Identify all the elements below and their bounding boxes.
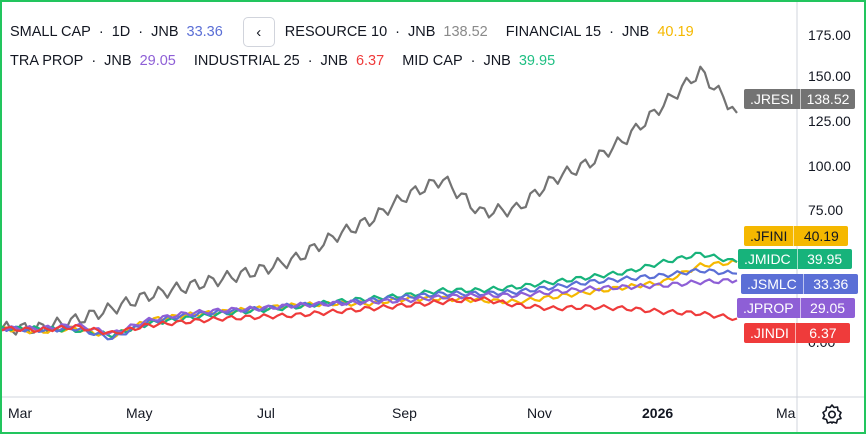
legend-mid-cap-value: 39.95 <box>518 53 556 69</box>
legend-financial-value: 40.19 <box>657 24 694 40</box>
legend-tra-prop-value: 29.05 <box>139 53 176 69</box>
legend-mid-cap-exchange: JNB <box>483 53 511 69</box>
collapse-legend-button[interactable]: ‹ <box>242 17 275 47</box>
legend-financial-sep: · <box>609 24 614 40</box>
price-tag-value: 39.95 <box>796 249 852 269</box>
x-tick-label: Jul <box>257 405 275 421</box>
legend-financial-name[interactable]: FINANCIAL 15 <box>505 24 602 40</box>
price-tag-jprop[interactable]: .JPROP 29.05 <box>737 298 855 318</box>
price-tag-jmidc[interactable]: .JMIDC 39.95 <box>738 249 852 269</box>
legend-small-cap-name[interactable]: SMALL CAP <box>10 24 91 40</box>
legend-tra-prop-exchange: JNB <box>104 53 132 69</box>
price-tag-symbol: .JSMLC <box>741 274 803 294</box>
price-tag-jfini[interactable]: .JFINI 40.19 <box>744 226 849 246</box>
price-tag-jindi[interactable]: .JINDI 6.37 <box>744 323 850 343</box>
price-tag-symbol: .JPROP <box>737 298 800 318</box>
series-line-jindi <box>1 296 738 336</box>
legend-row-2: TRA PROP · JNB 29.05 INDUSTRIAL 25 · JNB… <box>10 53 555 69</box>
x-tick-label: Nov <box>527 405 552 421</box>
legend-small-cap-interval: 1D <box>111 24 131 40</box>
price-tag-jresi[interactable]: .JRESI 138.52 <box>744 89 856 109</box>
price-tag-symbol: .JFINI <box>744 226 794 246</box>
legend-resource-name[interactable]: RESOURCE 10 <box>284 24 388 40</box>
price-tag-symbol: .JMIDC <box>738 249 797 269</box>
y-tick-label: 100.00 <box>808 158 851 174</box>
y-tick-label: 75.00 <box>808 202 844 218</box>
series-line-jmidc <box>1 251 738 339</box>
legend-small-cap-exchange: JNB <box>151 24 179 40</box>
chevron-left-icon: ‹ <box>256 23 262 41</box>
legend-mid-cap-sep: · <box>470 53 476 69</box>
x-tick-label: 2026 <box>642 405 674 421</box>
settings-gear-icon[interactable] <box>820 402 844 426</box>
legend-mid-cap-name[interactable]: MID CAP <box>402 53 463 69</box>
legend-row-1: SMALL CAP · 1D · JNB 33.36 ‹ RESOURCE 10… <box>10 17 694 47</box>
price-tag-jsmlc[interactable]: .JSMLC 33.36 <box>741 274 858 294</box>
legend-financial-exchange: JNB <box>621 24 650 40</box>
price-tag-value: 40.19 <box>793 226 849 246</box>
legend-industrial-exchange: JNB <box>320 53 348 69</box>
series-line-jresi <box>1 65 738 336</box>
legend-industrial-name[interactable]: INDUSTRIAL 25 <box>193 53 300 69</box>
x-tick-label: May <box>126 405 153 421</box>
legend-resource-value: 138.52 <box>443 24 488 40</box>
x-tick-label: Mar <box>8 405 33 421</box>
price-tag-symbol: .JINDI <box>744 323 795 343</box>
legend-industrial-value: 6.37 <box>355 53 385 69</box>
price-tag-value: 138.52 <box>799 89 856 109</box>
legend-tra-prop-name[interactable]: TRA PROP <box>10 53 84 69</box>
price-tag-value: 33.36 <box>802 274 858 294</box>
y-tick-label: 150.00 <box>808 68 851 84</box>
legend-resource-sep: · <box>395 24 400 40</box>
y-tick-label: 175.00 <box>808 27 851 43</box>
legend-tra-prop-sep: · <box>91 53 97 69</box>
legend-resource-exchange: JNB <box>407 24 436 40</box>
legend-small-cap-value: 33.36 <box>186 24 223 40</box>
legend-industrial-sep: · <box>307 53 313 69</box>
price-tag-value: 29.05 <box>799 298 855 318</box>
price-tag-value: 6.37 <box>794 323 850 343</box>
legend-small-cap-sep1: · <box>98 24 104 40</box>
x-tick-label: Sep <box>392 405 417 421</box>
legend-small-cap-sep2: · <box>138 24 144 40</box>
y-tick-label: 125.00 <box>808 113 851 129</box>
x-tick-label: Ma <box>776 405 796 421</box>
series-line-jsmlc <box>1 267 738 341</box>
price-tag-symbol: .JRESI <box>744 89 800 109</box>
